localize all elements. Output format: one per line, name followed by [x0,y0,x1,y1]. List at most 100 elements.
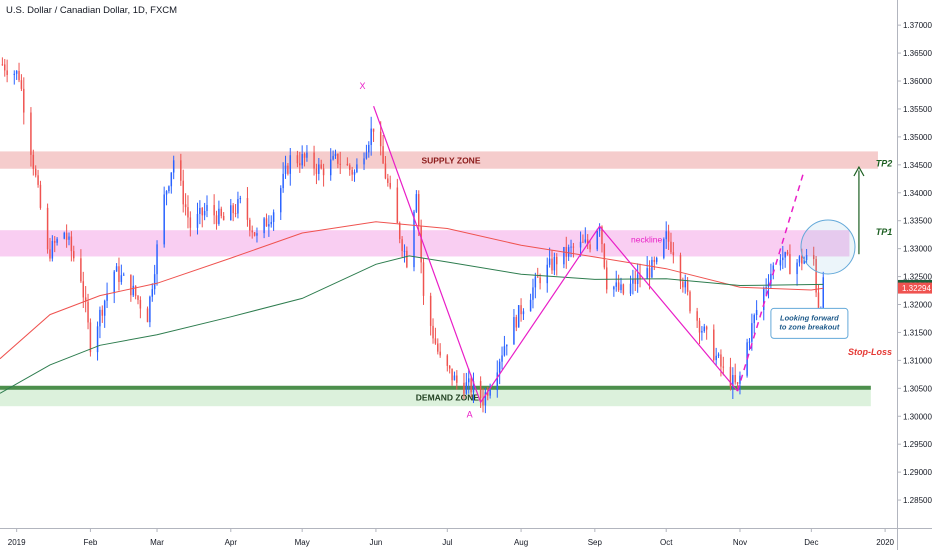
candle-body [415,194,418,212]
candle-body [705,326,708,330]
candle-body [663,239,665,258]
candle-body [163,194,165,245]
candle-body [479,381,482,399]
neckline-label: neckline [631,234,662,244]
candle-body [199,207,201,214]
candle-body [356,164,358,172]
candle-body [617,282,620,291]
candle-body [68,236,70,240]
candle-body [265,218,268,227]
candle-body [222,215,225,221]
pattern-point-label: X [360,81,366,91]
candle-body [805,255,808,261]
candle-body [729,366,732,388]
candle-body [682,281,684,288]
candle-body [817,292,820,321]
candle-body [287,165,289,174]
candle-body [796,262,798,275]
time-tick-label: Oct [660,538,673,547]
candle-body [368,144,370,153]
candle-body [453,375,456,381]
candle-body [772,265,775,274]
candle-body [522,311,525,315]
candle-body [812,255,815,260]
candle-body [318,164,320,174]
time-tick-label: Jun [369,538,382,547]
candle-body [655,257,658,262]
candle-body [253,232,256,236]
candle-body [696,311,698,321]
candle-body [432,325,434,339]
candle-body [551,258,553,271]
candle-body [722,366,725,368]
candle-body [139,299,142,309]
time-tick-label: Mar [150,538,164,547]
candle-body [763,288,765,311]
candle-body [498,361,501,373]
time-tick-label: 2020 [876,538,894,547]
candle-body [786,252,789,255]
candle-body [803,260,805,264]
candle-body [320,164,322,169]
candle-body [605,267,608,290]
candle-body [237,199,239,214]
candle-body [646,268,648,279]
candle-body [387,178,389,183]
candle-body [556,256,558,265]
candle-body [770,273,772,284]
candle-body [372,128,375,132]
candle-body [779,260,782,266]
candle-body [532,287,534,300]
candle-body [798,256,801,263]
candle-body [334,153,337,156]
candle-body [132,285,134,296]
pattern-point-label: A [467,409,473,419]
candle-body [815,259,817,293]
chart-title: U.S. Dollar / Canadian Dollar, 1D, FXCM [6,5,177,16]
time-tick-label: 2019 [8,538,26,547]
candle-body [296,155,299,164]
candle-body [87,301,89,323]
candle-body [96,326,99,353]
candle-body [751,323,753,342]
candle-body [39,184,42,208]
candle-body [529,299,532,312]
candle-body [472,381,475,393]
candle-body [30,112,32,155]
candle-body [315,168,318,174]
candle-body [113,271,115,294]
candle-body [34,168,37,176]
candle-body [782,257,784,261]
candle-body [65,232,68,240]
candle-body [398,223,401,240]
candle-body [384,163,387,179]
candle-body [489,390,491,396]
candle-body [82,281,85,298]
candle-body [713,329,715,361]
candle-body [149,296,151,323]
candle-body [601,226,603,245]
candle-body [346,163,349,166]
candle-body [189,217,192,228]
time-tick-label: Sep [588,538,603,547]
candle-body [784,252,786,258]
candle-body [272,212,275,222]
candle-body [651,259,653,278]
candle-body [615,282,617,287]
candle-body [598,226,601,231]
zone-rect [0,387,871,407]
candles-layer [1,57,824,414]
candle-body [299,163,301,166]
candle-body [313,152,315,169]
candle-body [501,355,503,362]
candle-body [434,338,437,344]
ema-layer [0,221,824,394]
candle-body [418,194,420,226]
callout-box [770,307,849,339]
ema-price-tag-text: 1.32294 [902,284,931,293]
candle-body [484,392,487,406]
candle-body [268,224,270,227]
candle-body [572,246,575,248]
candle-body [679,255,682,282]
